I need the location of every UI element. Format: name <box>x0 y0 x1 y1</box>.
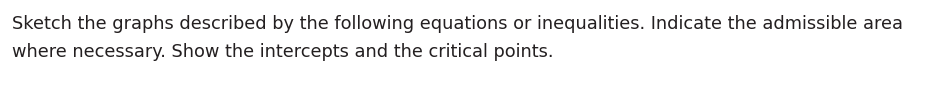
Text: Sketch the graphs described by the following equations or inequalities. Indicate: Sketch the graphs described by the follo… <box>12 15 903 33</box>
Text: where necessary. Show the intercepts and the critical points.: where necessary. Show the intercepts and… <box>12 43 553 61</box>
